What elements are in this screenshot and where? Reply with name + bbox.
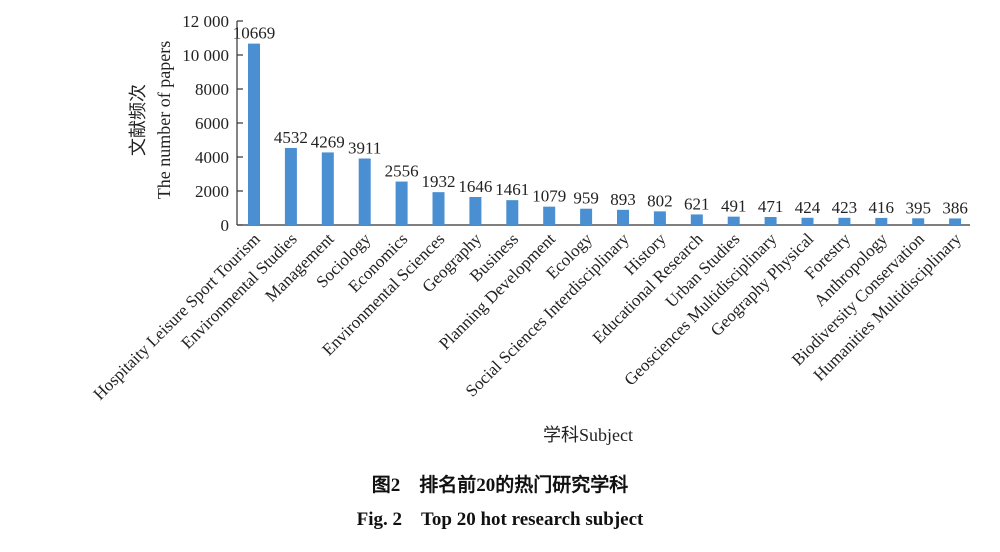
y-tick-label: 0 — [221, 216, 230, 235]
y-tick-label: 8000 — [195, 80, 229, 99]
bar — [875, 217, 888, 225]
data-label: 491 — [721, 197, 747, 216]
x-axis — [237, 220, 970, 226]
category-label: Hospitaity Leisure Sport Tourism — [90, 229, 264, 403]
data-label: 893 — [610, 190, 636, 209]
data-label: 416 — [869, 198, 895, 217]
figure-caption-en: Fig. 2 Top 20 hot research subject — [356, 509, 644, 530]
bar — [949, 218, 962, 225]
figure-caption-zh: 图2 排名前20的热门研究学科 — [371, 475, 629, 496]
bar — [358, 158, 371, 225]
bar — [580, 208, 593, 225]
y-axis-title: The number of papers — [154, 41, 174, 199]
y-tick-label: 12 000 — [182, 12, 229, 31]
y-tick-label: 6000 — [195, 114, 229, 133]
bar — [506, 200, 519, 225]
bar — [248, 43, 260, 225]
bar — [653, 211, 666, 225]
data-label: 423 — [832, 198, 858, 217]
bar — [321, 152, 334, 225]
data-label: 471 — [758, 197, 784, 216]
data-label: 1646 — [458, 177, 492, 196]
data-label: 959 — [573, 189, 599, 208]
data-label: 395 — [905, 198, 931, 217]
bar — [727, 216, 740, 225]
data-label: 4532 — [274, 128, 308, 147]
data-label: 2556 — [385, 162, 419, 181]
y-tick-label: 10 000 — [182, 46, 229, 65]
bar — [912, 218, 925, 225]
y-axis: 0 2000 4000 6000 8000 10 000 12 000 — [182, 12, 243, 235]
data-label: 424 — [795, 198, 821, 217]
y-tick-label: 2000 — [195, 182, 229, 201]
bar — [469, 197, 482, 225]
bar — [764, 216, 777, 225]
bar — [617, 209, 629, 225]
y-axis-title-zh: 文献频次 — [128, 84, 148, 156]
bar — [432, 192, 445, 225]
data-label: 1461 — [495, 180, 529, 199]
data-label: 1932 — [422, 172, 456, 191]
bar — [838, 217, 851, 225]
category-labels: Hospitaity Leisure Sport TourismEnvironm… — [90, 229, 966, 404]
bar — [284, 147, 297, 225]
bar — [801, 217, 814, 225]
data-label: 4269 — [311, 132, 345, 151]
data-label: 386 — [942, 198, 968, 217]
y-tick-label: 4000 — [195, 148, 229, 167]
data-label: 1079 — [532, 187, 566, 206]
bar — [543, 206, 556, 225]
data-label: 3911 — [348, 139, 381, 158]
data-label: 802 — [647, 191, 673, 210]
bar-series — [248, 43, 962, 225]
x-axis-title: 学科Subject — [543, 425, 633, 445]
bar — [690, 214, 703, 225]
bar — [395, 181, 408, 225]
data-label: 10669 — [233, 24, 276, 43]
data-label: 621 — [684, 194, 710, 213]
